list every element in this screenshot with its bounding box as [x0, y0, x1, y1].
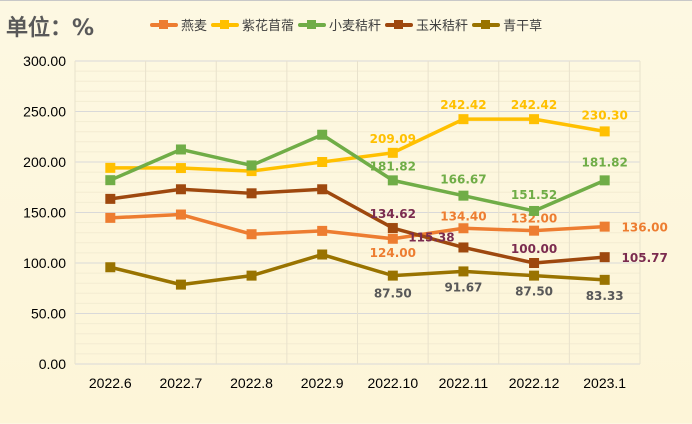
x-tick-label: 2022.9	[301, 375, 344, 391]
data-label: 242.42	[511, 98, 557, 112]
data-point-marker	[529, 114, 540, 125]
y-tick-label: 200.00	[23, 154, 66, 170]
data-label: 230.30	[582, 108, 628, 122]
data-label: 166.67	[440, 173, 486, 187]
data-point-marker	[175, 209, 186, 220]
x-tick-label: 2022.7	[160, 375, 203, 391]
data-label: 136.00	[622, 221, 668, 235]
legend-item: 玉米秸秆	[385, 15, 468, 34]
data-label: 87.50	[374, 287, 412, 301]
data-point-marker	[317, 249, 328, 260]
data-point-marker	[246, 188, 257, 199]
data-point-marker	[105, 262, 116, 273]
x-tick-label: 2022.12	[509, 375, 560, 391]
data-point-marker	[458, 114, 469, 125]
data-point-marker	[599, 221, 610, 232]
data-point-marker	[317, 184, 328, 195]
data-point-marker	[175, 279, 186, 290]
legend-swatch	[211, 19, 240, 29]
data-point-marker	[105, 162, 116, 173]
data-point-marker	[599, 175, 610, 186]
y-tick-label: 0.00	[39, 356, 66, 372]
legend-label: 燕麦	[181, 19, 208, 34]
data-label: 209.09	[370, 132, 416, 146]
data-label: 87.50	[515, 285, 553, 299]
data-label: 105.77	[622, 251, 668, 265]
legend-swatch	[472, 19, 501, 29]
data-label: 100.00	[511, 242, 557, 256]
data-label: 134.40	[440, 209, 486, 223]
data-point-marker	[458, 223, 469, 234]
legend-swatch	[298, 19, 327, 29]
data-point-marker	[599, 252, 610, 263]
data-point-marker	[458, 242, 469, 253]
data-point-marker	[317, 157, 328, 167]
series-line	[109, 252, 605, 287]
data-point-marker	[529, 258, 540, 268]
data-label: 181.82	[370, 159, 416, 173]
legend-swatch	[385, 19, 414, 29]
data-point-marker	[105, 212, 116, 223]
data-point-marker	[317, 225, 328, 236]
y-tick-label: 50.00	[31, 306, 66, 322]
legend-item: 青干草	[472, 15, 542, 34]
legend-item: 燕麦	[150, 15, 207, 34]
data-point-marker	[529, 270, 540, 281]
data-point-marker	[175, 184, 186, 195]
data-point-marker	[529, 225, 540, 236]
legend-label: 青干草	[503, 19, 543, 34]
data-label: 181.82	[582, 155, 628, 169]
data-point-marker	[458, 190, 469, 201]
data-point-marker	[599, 126, 610, 137]
y-tick-label: 150.00	[23, 205, 66, 221]
data-point-marker	[387, 233, 398, 244]
data-point-marker	[246, 166, 257, 177]
legend-label: 小麦秸秆	[329, 19, 382, 34]
x-tick-label: 2022.11	[439, 375, 489, 391]
data-point-marker	[599, 274, 610, 285]
data-label: 134.62	[370, 207, 416, 221]
x-tick-label: 2022.10	[368, 375, 419, 391]
y-tick-label: 300.00	[23, 53, 66, 69]
legend-item: 小麦秸秆	[298, 15, 381, 34]
legend-swatch	[150, 19, 178, 29]
data-point-marker	[458, 266, 469, 277]
data-label: 91.67	[444, 280, 482, 294]
x-tick-label: 2022.6	[89, 375, 132, 391]
data-point-marker	[246, 270, 257, 281]
data-point-marker	[175, 144, 186, 155]
data-point-marker	[246, 229, 257, 240]
data-point-marker	[387, 223, 398, 234]
data-label: 242.42	[440, 98, 486, 112]
legend-label: 紫花苜蓿	[242, 19, 295, 34]
x-tick-label: 2023.1	[583, 375, 626, 391]
data-point-marker	[105, 193, 116, 204]
data-label: 124.00	[370, 246, 416, 260]
x-tick-label: 2022.8	[230, 375, 273, 391]
data-point-marker	[529, 205, 540, 216]
data-label: 115.38	[408, 230, 454, 244]
data-point-marker	[246, 160, 257, 171]
legend: 燕麦 紫花苜蓿 小麦秸秆 玉米秸秆 青干草	[150, 15, 542, 34]
data-point-marker	[317, 129, 328, 140]
y-tick-label: 250.00	[23, 104, 66, 120]
data-point-marker	[105, 175, 116, 186]
data-point-marker	[387, 175, 398, 186]
unit-label: 单位：%	[6, 16, 95, 41]
series-line	[109, 132, 606, 213]
data-label: 151.52	[511, 188, 557, 202]
data-label: 83.33	[586, 289, 624, 303]
legend-item: 紫花苜蓿	[211, 15, 294, 34]
data-point-marker	[175, 163, 186, 174]
legend-label: 玉米秸秆	[416, 19, 469, 34]
data-point-marker	[387, 270, 398, 281]
y-tick-label: 100.00	[23, 255, 66, 271]
series-line	[110, 212, 605, 241]
data-point-marker	[387, 147, 398, 158]
data-label: 132.00	[511, 212, 557, 226]
series-line	[110, 187, 605, 265]
